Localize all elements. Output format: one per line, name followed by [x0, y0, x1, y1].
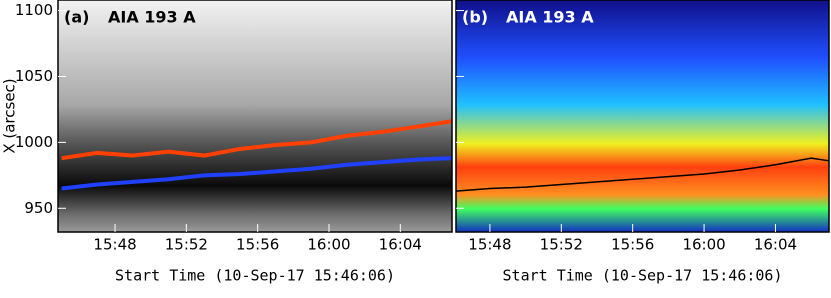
- plot-frame: [57, 0, 453, 233]
- y-tick-label: 950: [24, 199, 53, 217]
- plot-frame: [455, 0, 830, 233]
- panel-title: AIA 193 A: [108, 8, 196, 27]
- x-axis-label: Start Time (10-Sep-17 15:46:06): [503, 267, 783, 285]
- x-tick-label: 16:04: [754, 236, 797, 254]
- x-tick-label: 16:00: [682, 236, 725, 254]
- data-line: [61, 156, 453, 191]
- x-tick-label: 15:48: [468, 236, 511, 254]
- image-background: [456, 0, 829, 232]
- x-tick-label: 15:52: [540, 236, 583, 254]
- data-line: [455, 157, 830, 192]
- x-tick-label: 16:04: [379, 236, 422, 254]
- x-tick-label: 16:00: [307, 236, 350, 254]
- x-axis-label: Start Time (10-Sep-17 15:46:06): [115, 267, 395, 285]
- y-axis-label: X (arcsec): [1, 78, 19, 153]
- x-tick-label: 15:56: [611, 236, 654, 254]
- y-tick-label: 1100: [15, 1, 53, 19]
- panel-label: (a): [64, 8, 89, 27]
- x-tick-label: 15:48: [93, 236, 136, 254]
- image-background: [58, 0, 452, 232]
- x-tick-label: 15:52: [165, 236, 208, 254]
- y-tick-label: 1050: [15, 67, 53, 85]
- y-tick-label: 1000: [15, 133, 53, 151]
- x-tick-label: 15:56: [236, 236, 279, 254]
- panel-label: (b): [462, 8, 488, 27]
- data-line: [61, 119, 453, 161]
- panel-title: AIA 193 A: [506, 8, 594, 27]
